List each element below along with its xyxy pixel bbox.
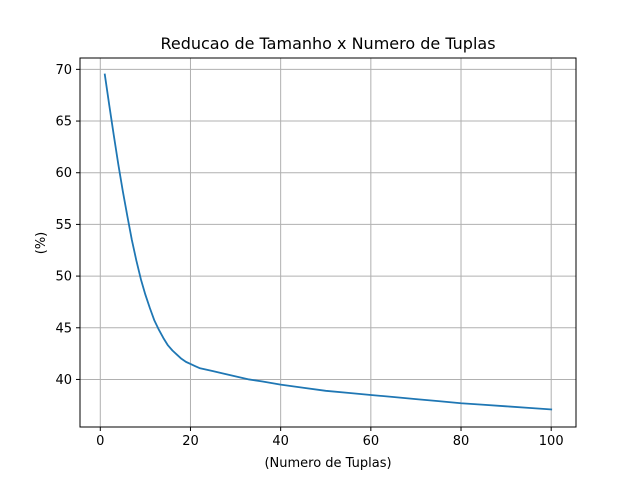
series-layer [103, 73, 553, 411]
grid [80, 58, 576, 427]
y-tick-label: 40 [55, 373, 72, 388]
plot-frame [79, 57, 577, 428]
y-tick-label: 45 [55, 321, 72, 336]
x-axis: 0 20 40 60 80 100 [96, 427, 564, 449]
x-tick-label: 0 [96, 434, 104, 449]
x-tick-label: 80 [453, 434, 470, 449]
y-tick-label: 70 [55, 63, 72, 78]
y-axis-label: (%) [34, 232, 49, 255]
x-tick-label: 20 [182, 434, 199, 449]
x-tick-label: 40 [272, 434, 289, 449]
y-tick-label: 50 [55, 270, 72, 285]
x-tick-label: 100 [539, 434, 564, 449]
y-tick-label: 55 [55, 218, 72, 233]
x-tick-label: 60 [363, 434, 380, 449]
series-line [103, 73, 553, 411]
y-tick-label: 65 [55, 115, 72, 130]
y-axis: 40 45 50 55 60 65 70 [55, 63, 80, 388]
chart-title: Reducao de Tamanho x Numero de Tuplas [160, 34, 495, 53]
y-tick-label: 60 [55, 166, 72, 181]
x-axis-label: (Numero de Tuplas) [264, 456, 391, 471]
